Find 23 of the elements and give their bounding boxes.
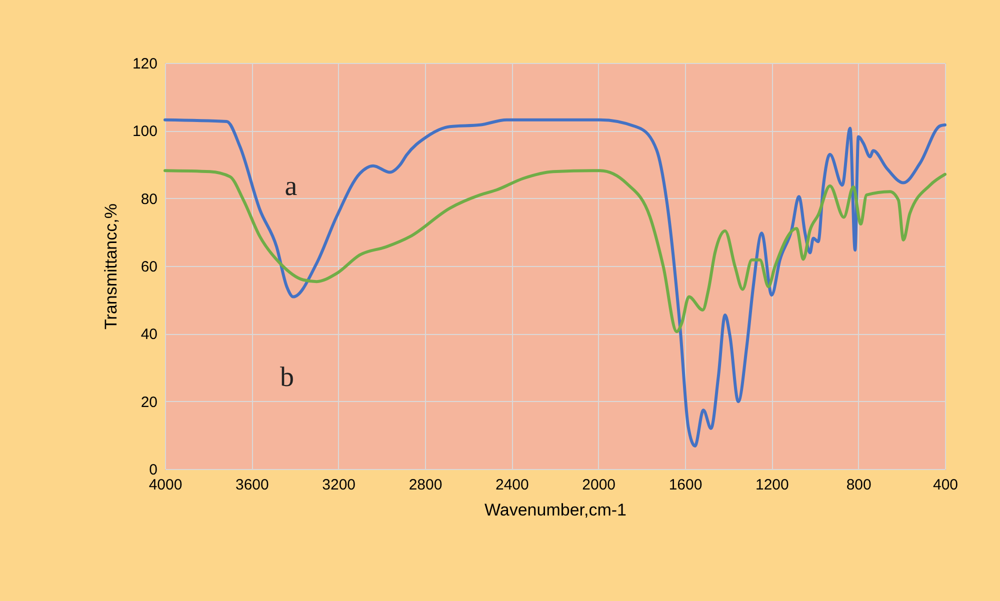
y-tick-label: 80 (140, 190, 158, 208)
line-series (164, 118, 946, 448)
x-tick-label: 1200 (755, 476, 789, 494)
y-tick-label: 40 (140, 326, 158, 344)
y-tick-label: 100 (132, 123, 158, 140)
x-tick-label: 2000 (582, 476, 616, 494)
x-tick-label: 1600 (668, 476, 702, 494)
x-tick-label: 800 (846, 476, 872, 494)
y-tick-label: 0 (149, 462, 158, 478)
y-tick-label: 120 (132, 56, 158, 72)
annotation: a (284, 171, 298, 202)
x-tick-label: 400 (932, 476, 958, 494)
x-tick-label: 2800 (408, 476, 442, 494)
x-tick-label: 2400 (495, 476, 529, 494)
y-tick-label: 20 (140, 394, 158, 411)
line-series (164, 169, 946, 334)
x-tick-label: 3200 (322, 476, 356, 494)
y-tick-label: 60 (140, 258, 158, 276)
y-axis-title: Transmittancc,% (101, 204, 120, 330)
x-tick-label: 4000 (148, 476, 182, 494)
annotation: b (280, 362, 294, 393)
x-tick-label: 3600 (235, 476, 269, 494)
x-axis-title: Wavenumber,cm-1 (484, 500, 627, 520)
